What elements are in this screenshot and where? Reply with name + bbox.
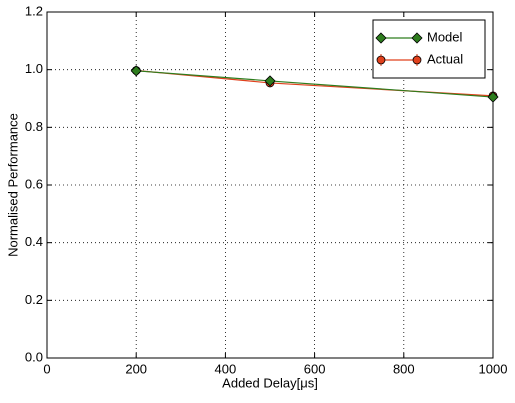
- legend-label: Actual: [427, 51, 463, 66]
- y-axis-label: Normalised Performance: [5, 113, 20, 257]
- marker: [264, 75, 276, 87]
- marker: [412, 55, 422, 65]
- y-tick-label: 0.4: [25, 234, 43, 249]
- y-tick-label: 0.0: [25, 349, 43, 364]
- x-tick-label: 600: [304, 361, 326, 376]
- legend-label: Model: [427, 29, 463, 44]
- marker: [375, 32, 387, 44]
- marker: [411, 32, 423, 44]
- marker: [376, 55, 386, 65]
- marker: [487, 91, 499, 103]
- x-tick-label: 800: [393, 361, 415, 376]
- y-tick-label: 0.6: [25, 176, 43, 191]
- x-axis-label: Added Delay[μs]: [222, 375, 318, 390]
- y-tick-label: 0.8: [25, 119, 43, 134]
- x-tick-label: 0: [43, 361, 50, 376]
- y-tick-label: 1.2: [25, 3, 43, 18]
- x-tick-label: 400: [215, 361, 237, 376]
- legend: Model Actual: [372, 19, 486, 79]
- plot-frame: [46, 11, 494, 359]
- x-tick-label: 200: [125, 361, 147, 376]
- y-tick-label: 1.0: [25, 61, 43, 76]
- y-tick-label: 0.2: [25, 292, 43, 307]
- legend-box: [372, 19, 486, 79]
- x-tick-label: 1000: [479, 361, 508, 376]
- marker: [130, 65, 142, 77]
